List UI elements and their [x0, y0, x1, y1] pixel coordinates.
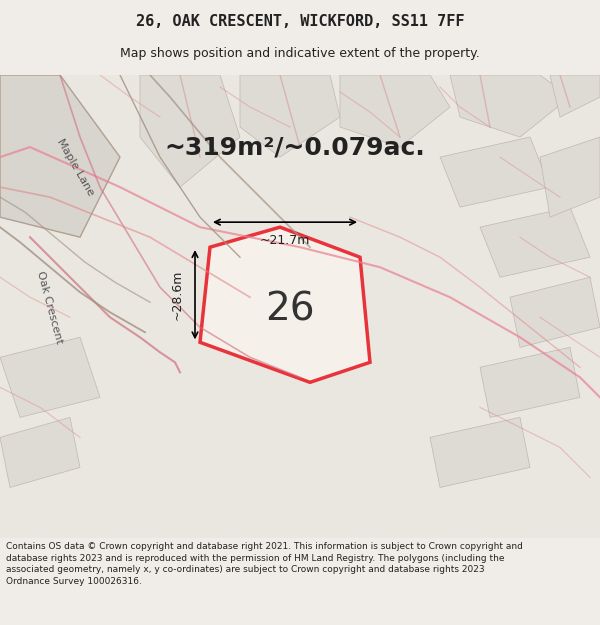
- Polygon shape: [450, 75, 570, 137]
- Text: Map shows position and indicative extent of the property.: Map shows position and indicative extent…: [120, 48, 480, 61]
- Polygon shape: [540, 137, 600, 217]
- Polygon shape: [510, 278, 600, 348]
- Text: ~28.6m: ~28.6m: [170, 269, 184, 320]
- Text: Contains OS data © Crown copyright and database right 2021. This information is : Contains OS data © Crown copyright and d…: [6, 542, 523, 586]
- Polygon shape: [0, 338, 100, 418]
- Text: ~319m²/~0.079ac.: ~319m²/~0.079ac.: [164, 135, 425, 159]
- Polygon shape: [240, 75, 340, 157]
- Polygon shape: [0, 418, 80, 488]
- Polygon shape: [340, 75, 450, 147]
- Polygon shape: [430, 418, 530, 488]
- Polygon shape: [480, 348, 580, 418]
- Polygon shape: [440, 137, 550, 207]
- Polygon shape: [0, 75, 120, 237]
- Polygon shape: [140, 75, 240, 187]
- Polygon shape: [480, 207, 590, 278]
- Text: ~21.7m: ~21.7m: [260, 234, 310, 247]
- Text: Oak Crescent: Oak Crescent: [35, 270, 65, 345]
- Polygon shape: [200, 227, 370, 382]
- Text: 26: 26: [265, 290, 315, 328]
- Polygon shape: [550, 75, 600, 117]
- Text: 26, OAK CRESCENT, WICKFORD, SS11 7FF: 26, OAK CRESCENT, WICKFORD, SS11 7FF: [136, 14, 464, 29]
- Text: Maple Lane: Maple Lane: [55, 137, 95, 198]
